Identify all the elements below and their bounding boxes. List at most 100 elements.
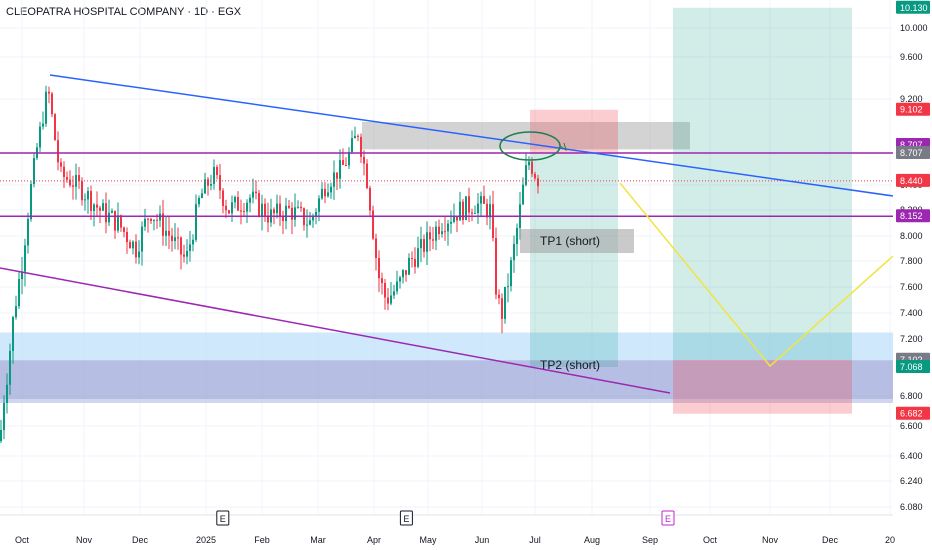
candle-body (69, 179, 71, 186)
candle-body (249, 197, 251, 203)
candle-body (168, 230, 170, 236)
candle-body (435, 226, 437, 241)
candle-body (93, 204, 95, 211)
candle-body (537, 178, 539, 187)
candle-body (366, 163, 368, 188)
candle-body (33, 158, 35, 185)
candle-body (63, 166, 65, 177)
candle-body (129, 242, 131, 249)
y-tick-label: 10.000 (900, 23, 928, 33)
earnings-marker-label: E (403, 514, 409, 524)
price-badge-label: 10.130 (900, 3, 928, 13)
candle-body (432, 239, 434, 241)
candle-body (369, 187, 371, 211)
candle-body (111, 210, 113, 213)
candle-body (138, 251, 140, 258)
x-tick-label: Dec (132, 535, 149, 545)
candle-body (438, 226, 440, 235)
candle-body (345, 164, 347, 166)
candle-body (525, 165, 527, 185)
candle-body (516, 228, 518, 244)
candle-body (174, 237, 176, 242)
target-zone-1 (530, 153, 618, 367)
candle-body (477, 203, 479, 214)
candle-body (90, 191, 92, 211)
candle-body (375, 238, 377, 258)
candle-body (318, 198, 320, 212)
candle-body (531, 161, 533, 174)
candle-body (150, 218, 152, 222)
price-badge-label: 7.102 (900, 355, 923, 365)
x-tick-label: 2025 (196, 535, 216, 545)
candle-body (312, 216, 314, 221)
candle-body (357, 135, 359, 137)
candle-body (363, 156, 365, 164)
candle-body (501, 298, 503, 319)
candle-body (390, 295, 392, 304)
candle-body (522, 184, 524, 205)
candle-body (24, 245, 26, 272)
candle-body (30, 184, 32, 220)
earnings-marker-label: E (220, 514, 226, 524)
earnings-marker-label: E (665, 514, 671, 524)
candle-body (393, 291, 395, 296)
lower-channel-line (0, 267, 671, 394)
price-badge (896, 173, 930, 187)
y-tick-label: 9.200 (900, 94, 923, 104)
candle-body (324, 188, 326, 197)
x-tick-label: Oct (703, 535, 718, 545)
y-tick-label: 6.800 (900, 391, 923, 401)
annotations: TP1 (short) TP2 (short) (520, 229, 634, 372)
candle-body (336, 172, 338, 179)
candle-body (258, 193, 260, 216)
x-tick-label: Jun (475, 535, 490, 545)
tp1-label-bg (520, 229, 634, 253)
candle-body (459, 201, 461, 221)
x-tick-label: Jul (529, 535, 541, 545)
candle-body (51, 93, 53, 115)
candle-body (495, 237, 497, 295)
candle-body (327, 192, 329, 197)
price-badge (896, 0, 930, 14)
trend-lines (0, 74, 894, 394)
candle-body (210, 184, 212, 186)
candle-body (48, 91, 50, 94)
candle-body (348, 152, 350, 166)
candle-body (156, 219, 158, 221)
y-tick-label: 7.600 (900, 282, 923, 292)
candle-body (378, 257, 380, 279)
candle-body (6, 384, 8, 403)
candle-body (384, 282, 386, 298)
candle-body (39, 126, 41, 148)
candle-body (426, 232, 428, 252)
y-tick-label: 6.240 (900, 476, 923, 486)
x-tick-label: Aug (584, 535, 600, 545)
candle-body (402, 270, 404, 278)
candle-body (510, 260, 512, 287)
x-tick-label: Mar (310, 535, 326, 545)
y-tick-label: 6.600 (900, 421, 923, 431)
candle-body (450, 221, 452, 224)
candle-body (231, 202, 233, 214)
y-tick-label: 7.200 (900, 334, 923, 344)
candle-body (405, 270, 407, 275)
candle-body (213, 166, 215, 185)
earnings-marker (661, 510, 675, 526)
candle-body (141, 226, 143, 252)
candle-body (147, 218, 149, 220)
candle-body (237, 197, 239, 211)
y-tick-label: 7.800 (900, 256, 923, 266)
candle-body (423, 239, 425, 252)
x-tick-label: Feb (254, 535, 270, 545)
candle-body (72, 185, 74, 187)
price-badge (896, 102, 930, 116)
candle-body (207, 179, 209, 186)
earnings-marker (399, 510, 413, 526)
candle-body (372, 210, 374, 239)
price-badge (896, 406, 930, 420)
candle-body (135, 241, 137, 258)
candle-body (330, 186, 332, 193)
y-tick-label: 6.400 (900, 451, 923, 461)
candle-body (60, 162, 62, 167)
